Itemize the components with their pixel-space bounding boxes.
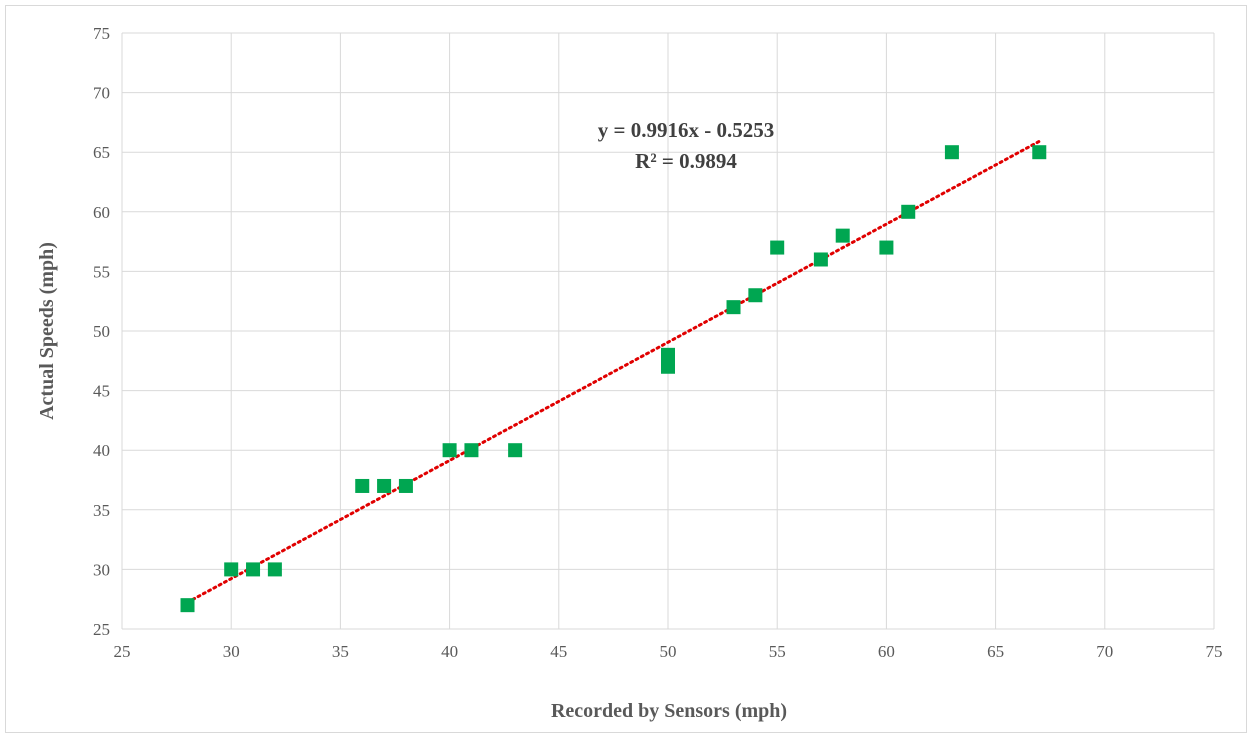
y-tick-labels: 25 30 35 40 45 50 55 60 65 70 75 — [93, 24, 110, 639]
data-point — [901, 204, 916, 219]
data-point — [377, 478, 392, 493]
y-tick-label: 35 — [93, 501, 110, 520]
trendline-equation: y = 0.9916x - 0.5253 — [598, 118, 774, 142]
y-tick-label: 45 — [93, 382, 110, 401]
data-point — [464, 443, 479, 458]
x-tick-labels: 25 30 35 40 45 50 55 60 65 70 75 — [114, 642, 1223, 661]
data-point — [508, 443, 523, 458]
data-point — [224, 562, 239, 577]
data-point — [246, 562, 261, 577]
data-point — [267, 562, 282, 577]
trendline-r2: R² = 0.9894 — [635, 149, 737, 173]
y-tick-label: 50 — [93, 322, 110, 341]
data-point — [1032, 145, 1047, 160]
data-point — [180, 598, 195, 613]
x-tick-label: 50 — [660, 642, 677, 661]
data-point — [355, 478, 370, 493]
data-point — [748, 288, 763, 303]
x-tick-label: 40 — [441, 642, 458, 661]
y-tick-label: 55 — [93, 262, 110, 281]
x-tick-label: 75 — [1206, 642, 1223, 661]
y-tick-label: 25 — [93, 620, 110, 639]
y-tick-label: 65 — [93, 143, 110, 162]
data-point — [944, 145, 959, 160]
data-point — [726, 300, 741, 315]
data-point — [661, 347, 675, 362]
x-tick-label: 70 — [1096, 642, 1113, 661]
trendline-group — [186, 139, 1041, 604]
x-tick-label: 60 — [878, 642, 895, 661]
trendline — [186, 139, 1041, 604]
x-tick-label: 25 — [114, 642, 131, 661]
data-points — [180, 145, 1047, 613]
x-tick-label: 55 — [769, 642, 786, 661]
x-tick-label: 30 — [223, 642, 240, 661]
x-tick-label: 45 — [550, 642, 567, 661]
x-tick-label: 65 — [987, 642, 1004, 661]
chart-frame — [5, 5, 1247, 733]
data-point — [813, 252, 828, 267]
data-point — [835, 228, 850, 243]
gridlines — [121, 32, 1215, 630]
y-tick-label: 75 — [93, 24, 110, 43]
y-tick-label: 40 — [93, 441, 110, 460]
data-point — [442, 443, 457, 458]
y-axis-title: Actual Speeds (mph) — [36, 242, 58, 420]
data-point — [398, 478, 413, 493]
x-axis-title: Recorded by Sensors (mph) — [551, 700, 787, 722]
data-point — [879, 240, 894, 255]
x-tick-label: 35 — [332, 642, 349, 661]
y-tick-label: 30 — [93, 560, 110, 579]
y-tick-label: 60 — [93, 203, 110, 222]
data-point — [770, 240, 785, 255]
y-tick-label: 70 — [93, 84, 110, 103]
data-point — [661, 359, 675, 374]
